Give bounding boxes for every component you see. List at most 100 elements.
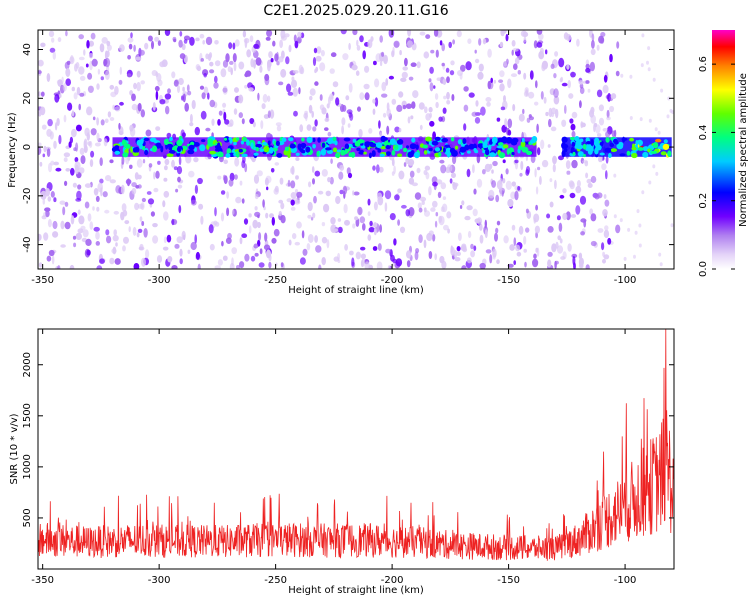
spectrogram-noise-cell — [207, 53, 212, 61]
spectrogram-noise-cell — [601, 163, 607, 171]
spectrogram-noise-cell — [379, 224, 382, 233]
spectrogram-noise-cell — [261, 103, 266, 110]
spectrogram-band-cell — [155, 142, 162, 149]
spectrogram-noise-cell — [473, 188, 477, 195]
spectrogram-noise-cell — [188, 170, 195, 178]
spectrogram-noise-cell — [439, 159, 445, 164]
spectrogram-noise-cell — [627, 227, 631, 232]
spectrogram-band-cell — [619, 153, 626, 157]
spectrogram-band-cell — [169, 150, 176, 154]
spectrogram-noise-cell — [445, 67, 450, 73]
spectrogram-noise-cell — [519, 172, 523, 177]
spectrogram-noise-cell — [602, 84, 609, 94]
spectrogram-noise-cell — [580, 121, 584, 129]
spectrogram-noise-cell — [562, 251, 567, 260]
spectrogram-noise-cell — [511, 40, 516, 47]
spectrogram-noise-cell — [75, 198, 82, 202]
spectrogram-noise-cell — [136, 232, 140, 238]
spectrogram-noise-cell — [477, 71, 484, 80]
spectrogram-noise-cell — [391, 158, 395, 167]
spectrogram-noise-cell — [146, 191, 152, 195]
spectrogram-noise-cell — [186, 84, 190, 92]
spectrogram-band-cell — [176, 152, 181, 157]
spectrogram-noise-cell — [242, 155, 246, 164]
spectrogram-noise-cell — [546, 213, 551, 219]
spectrogram-noise-cell — [421, 200, 425, 205]
spectrogram-noise-cell — [197, 177, 203, 185]
spectrogram-noise-cell — [163, 236, 167, 244]
spectrogram-band-cell — [317, 137, 321, 143]
spectrogram-noise-cell — [393, 40, 400, 48]
spectrogram-noise-cell — [341, 125, 344, 135]
spectrogram-noise-cell — [463, 104, 469, 112]
spectrogram-noise-cell — [535, 186, 539, 195]
spectrogram-band-cell — [188, 144, 195, 151]
spectrogram-noise-cell — [181, 230, 186, 240]
spectrogram-noise-cell — [451, 172, 456, 178]
spectrogram-noise-cell — [550, 63, 555, 69]
spectrogram-noise-cell — [288, 239, 292, 246]
spectrogram-noise-cell — [112, 104, 116, 110]
spectrogram-noise-cell — [313, 47, 318, 54]
spectrogram-noise-cell — [92, 206, 95, 211]
spectrogram-noise-cell — [178, 205, 182, 214]
spectrogram-noise-cell — [106, 44, 112, 51]
spectrogram-noise-cell — [200, 110, 207, 120]
spectrogram-noise-cell — [503, 95, 506, 102]
spectrogram-noise-cell — [603, 74, 608, 83]
spectrogram-noise-cell — [398, 128, 402, 133]
spectrogram-noise-cell — [461, 265, 467, 269]
spectrogram-noise-cell — [459, 205, 463, 209]
spectrogram-band-cell — [590, 139, 594, 146]
spectrogram-noise-cell — [391, 98, 397, 105]
spectrogram-noise-cell — [109, 179, 117, 184]
spectrogram-band-cell — [250, 142, 254, 149]
spectrogram-noise-cell — [203, 72, 207, 78]
spectrogram-noise-cell — [72, 182, 77, 188]
spectrogram-noise-cell — [460, 64, 466, 72]
snr-x-tick-label: -200 — [381, 575, 404, 586]
spectrogram-band-cell — [454, 145, 459, 150]
spectrogram-band-cell — [332, 147, 338, 153]
spectrogram-noise-cell — [502, 178, 506, 184]
spectrogram-noise-cell — [293, 34, 297, 43]
spectrogram-noise-cell — [254, 206, 258, 211]
spectrogram-noise-cell — [291, 76, 295, 82]
spectrogram-noise-cell — [259, 248, 263, 255]
spectrogram-noise-cell — [579, 195, 587, 205]
spectrogram-noise-cell — [419, 196, 427, 202]
spectrogram-band-cell — [316, 150, 320, 157]
spectrogram-noise-cell — [580, 231, 585, 236]
spectrogram-noise-cell — [441, 43, 446, 52]
spectrogram-noise-cell — [470, 250, 475, 258]
spectrogram-noise-cell — [401, 204, 407, 209]
spectrogram-band-cell — [498, 142, 504, 146]
spectrogram-noise-cell — [374, 78, 380, 88]
spectrogram-noise-cell — [152, 223, 158, 228]
spectrogram-noise-cell — [101, 37, 108, 44]
spectrogram-noise-cell — [368, 227, 375, 233]
spectrogram-noise-cell — [394, 194, 400, 201]
spectrogram-noise-cell — [579, 100, 582, 109]
spectrogram-noise-cell — [564, 104, 567, 114]
spectrogram-noise-cell — [446, 76, 450, 84]
spectrogram-noise-cell — [398, 91, 404, 98]
spectrogram-noise-cell — [263, 114, 270, 119]
spectrogram-noise-cell — [214, 207, 217, 217]
spectrogram-noise-cell — [76, 86, 81, 96]
spectrogram-noise-cell — [290, 180, 296, 189]
spectrogram-y-tick-label: 40 — [22, 43, 33, 56]
spectrogram-noise-cell — [474, 117, 481, 124]
spectrogram-noise-cell — [40, 42, 46, 48]
spectrogram-noise-cell — [654, 127, 658, 132]
spectrogram-noise-cell — [103, 138, 108, 147]
spectrogram-noise-cell — [177, 184, 183, 189]
spectrogram-noise-cell — [195, 251, 200, 260]
figure-title: C2E1.2025.029.20.11.G16 — [263, 3, 448, 19]
spectrogram-noise-cell — [384, 202, 388, 212]
spectrogram-noise-cell — [87, 213, 92, 222]
spectrogram-noise-cell — [234, 87, 239, 93]
spectrogram-noise-cell — [244, 253, 250, 262]
spectrogram-noise-cell — [266, 186, 269, 191]
spectrogram-noise-cell — [349, 112, 354, 121]
